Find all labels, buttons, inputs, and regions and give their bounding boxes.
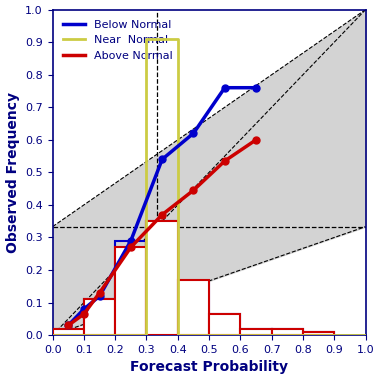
Bar	[52, 329, 84, 335]
Bar	[147, 221, 178, 335]
Bar	[52, 329, 84, 335]
Bar	[209, 314, 241, 335]
Bar	[241, 329, 272, 335]
Bar	[84, 299, 115, 335]
Bar	[241, 329, 272, 335]
Bar	[303, 332, 334, 335]
Bar	[115, 309, 147, 335]
Bar	[147, 221, 178, 335]
Y-axis label: Observed Frequency: Observed Frequency	[6, 92, 19, 253]
X-axis label: Forecast Probability: Forecast Probability	[130, 361, 288, 374]
Bar	[272, 329, 303, 335]
Legend: Below Normal, Near  Normal, Above Normal: Below Normal, Near Normal, Above Normal	[58, 15, 177, 65]
Bar	[115, 241, 147, 335]
Bar	[209, 314, 241, 335]
Bar	[178, 283, 209, 335]
Bar	[115, 247, 147, 335]
Bar	[178, 280, 209, 335]
Bar	[272, 329, 303, 335]
Bar	[84, 299, 115, 335]
Bar	[303, 332, 334, 335]
